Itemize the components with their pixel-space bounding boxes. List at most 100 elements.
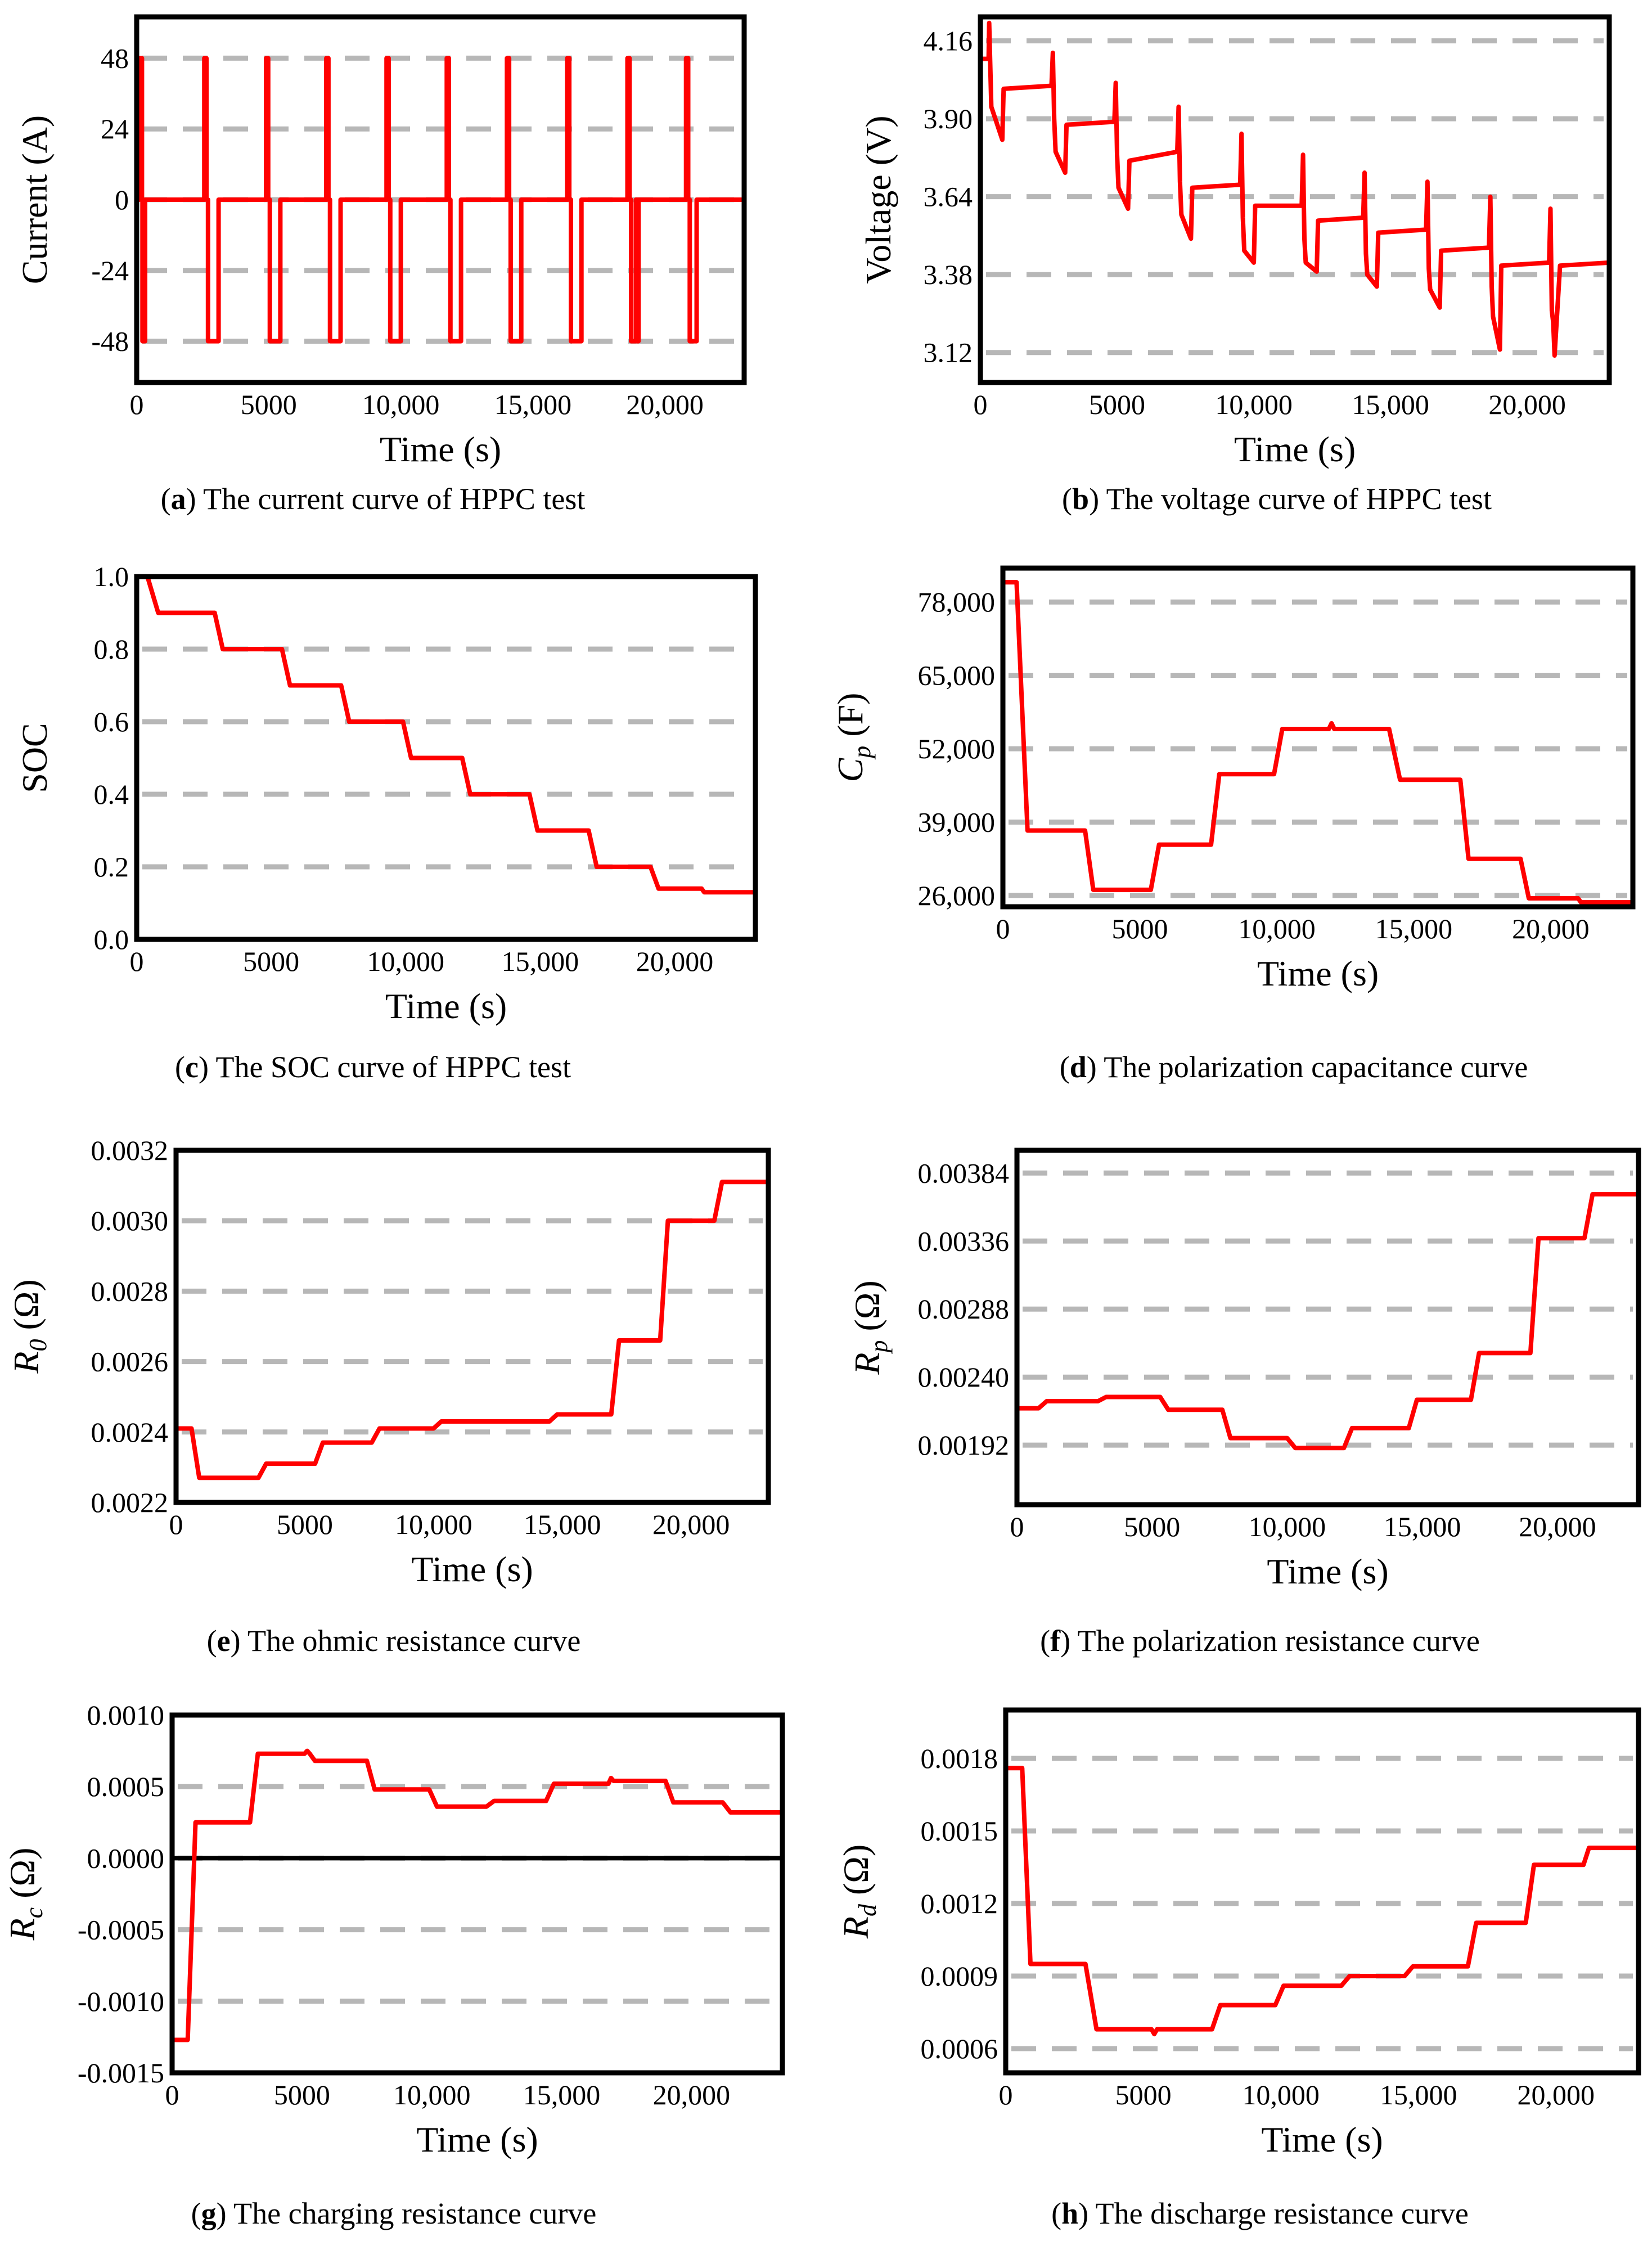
x-axis-label: Time (s) bbox=[385, 986, 507, 1026]
y-axis-label: Voltage (V) bbox=[858, 115, 898, 284]
x-tick-label: 10,000 bbox=[367, 946, 445, 977]
panel-caption: (e) The ohmic resistance curve bbox=[207, 1624, 581, 1658]
chart-panel-d: 78,000 65,000 52,000 39,000 26,0000 5000 10,00… bbox=[830, 565, 1636, 1084]
y-tick-label: -0.0015 bbox=[78, 2057, 164, 2089]
y-tick-label: 3.12 bbox=[924, 337, 973, 368]
y-tick-label: 1.0 bbox=[94, 561, 129, 592]
x-tick-label: 20,000 bbox=[1518, 2079, 1595, 2110]
y-tick-label: 0.0012 bbox=[921, 1888, 998, 1919]
y-tick-label: 3.38 bbox=[924, 259, 973, 290]
caption-text: The polarization capacitance curve bbox=[1097, 1050, 1528, 1084]
caption-text: The polarization resistance curve bbox=[1070, 1624, 1480, 1658]
caption-text: The ohmic resistance curve bbox=[241, 1624, 581, 1658]
x-tick-label: 0 bbox=[169, 1509, 183, 1540]
y-tick-label: 65,000 bbox=[918, 660, 996, 691]
y-axis-subscript: p bbox=[865, 1340, 893, 1354]
y-tick-label: -48 bbox=[91, 326, 129, 357]
panel-caption: (f) The polarization resistance curve bbox=[1040, 1624, 1480, 1658]
x-tick-label: 10,000 bbox=[1242, 2079, 1320, 2110]
panel-caption: (a) The current curve of HPPC test bbox=[161, 482, 586, 516]
y-tick-label: -0.0010 bbox=[78, 1986, 164, 2017]
x-tick-label: 0 bbox=[165, 2079, 179, 2110]
y-tick-label: 3.64 bbox=[924, 181, 973, 213]
y-tick-label: 0.00384 bbox=[918, 1157, 1010, 1189]
y-axis-label: SOC bbox=[15, 723, 55, 793]
x-tick-label: 20,000 bbox=[652, 1509, 730, 1540]
x-tick-label: 15,000 bbox=[1380, 2079, 1457, 2110]
y-tick-label: 0.6 bbox=[94, 706, 129, 737]
caption-letter: d bbox=[1070, 1050, 1087, 1084]
y-axis-label: Cp (F) bbox=[830, 693, 876, 782]
y-tick-label: 0.0026 bbox=[91, 1346, 169, 1378]
x-axis-label: Time (s) bbox=[1261, 2120, 1383, 2159]
caption-letter: b bbox=[1072, 482, 1089, 516]
x-axis-label: Time (s) bbox=[1267, 1551, 1388, 1591]
y-tick-label: 0.0018 bbox=[921, 1743, 998, 1774]
series-line bbox=[170, 1748, 785, 2042]
x-axis-label: Time (s) bbox=[380, 429, 501, 469]
y-axis-label: R0 (Ω) bbox=[6, 1279, 52, 1374]
y-axis-unit: (Ω) bbox=[6, 1279, 46, 1339]
y-axis-subscript: p bbox=[848, 746, 876, 760]
y-axis-label: Rp (Ω) bbox=[847, 1280, 893, 1375]
caption-letter: h bbox=[1061, 2197, 1078, 2230]
caption-letter: a bbox=[171, 482, 186, 516]
x-tick-label: 10,000 bbox=[362, 389, 440, 420]
caption-letter: g bbox=[201, 2197, 217, 2230]
x-tick-label: 10,000 bbox=[1249, 1511, 1326, 1542]
y-tick-label: 26,000 bbox=[918, 880, 996, 911]
y-tick-label: 0.0030 bbox=[91, 1205, 169, 1236]
y-tick-label: 0.0022 bbox=[91, 1487, 169, 1518]
series-line bbox=[1015, 1192, 1641, 1451]
x-tick-label: 5000 bbox=[1111, 913, 1168, 944]
y-tick-label: 78,000 bbox=[918, 586, 996, 618]
y-tick-label: 0.8 bbox=[94, 633, 129, 665]
y-axis-subscript: 0 bbox=[24, 1339, 52, 1352]
y-tick-label: 0.0 bbox=[94, 924, 129, 955]
y-tick-label: 0.00336 bbox=[918, 1225, 1010, 1257]
series-line bbox=[1001, 580, 1635, 904]
plot-frame bbox=[169, 1712, 785, 2076]
x-tick-label: 5000 bbox=[1089, 389, 1145, 420]
x-tick-label: 20,000 bbox=[1488, 389, 1566, 420]
x-tick-label: 15,000 bbox=[502, 946, 579, 977]
plot-frame bbox=[1000, 565, 1636, 910]
y-axis-symbol: R bbox=[847, 1353, 887, 1375]
series-line bbox=[978, 20, 1612, 358]
plot-frame bbox=[134, 574, 758, 942]
chart-panel-f: 0.00384 0.00336 0.00288 0.00240 0.00192 0 5000… bbox=[847, 1148, 1641, 1658]
x-tick-label: 15,000 bbox=[494, 389, 572, 420]
y-tick-label: 0.0000 bbox=[87, 1842, 165, 1874]
x-tick-label: 5000 bbox=[274, 2079, 330, 2110]
y-tick-label: 0.0024 bbox=[91, 1416, 169, 1448]
chart-panel-g: 0.0010 0.0005 0.0000 -0.0005 -0.0010 -0.00150… bbox=[2, 1699, 785, 2230]
x-tick-label: 0 bbox=[1010, 1511, 1024, 1542]
caption-text: The charging resistance curve bbox=[227, 2197, 597, 2230]
y-axis-symbol: R bbox=[6, 1352, 46, 1374]
caption-letter: c bbox=[185, 1050, 199, 1084]
caption-letter: f bbox=[1050, 1624, 1061, 1658]
plot-frame bbox=[1014, 1148, 1641, 1508]
x-tick-label: 15,000 bbox=[1384, 1511, 1461, 1542]
plot-frame bbox=[173, 1148, 771, 1505]
plot-frame bbox=[1003, 1707, 1641, 2076]
x-tick-label: 0 bbox=[130, 389, 144, 420]
y-tick-label: 4.16 bbox=[924, 25, 973, 57]
x-tick-label: 10,000 bbox=[393, 2079, 471, 2110]
x-tick-label: 0 bbox=[974, 389, 988, 420]
x-axis-label: Time (s) bbox=[1257, 953, 1379, 993]
y-tick-label: 0.00288 bbox=[918, 1293, 1010, 1325]
y-tick-label: 0.0028 bbox=[91, 1275, 169, 1307]
chart-panel-c: 1.0 0.8 0.6 0.4 0.2 0.00 5000 10,000 15,000 20,00… bbox=[15, 561, 758, 1084]
y-axis-symbol: R bbox=[2, 1918, 42, 1941]
y-tick-label: 0 bbox=[115, 184, 129, 215]
y-tick-label: 0.0015 bbox=[921, 1815, 998, 1847]
y-tick-label: 0.0010 bbox=[87, 1699, 165, 1731]
panel-caption: (b) The voltage curve of HPPC test bbox=[1062, 482, 1492, 516]
x-tick-label: 5000 bbox=[1115, 2079, 1172, 2110]
caption-text: The discharge resistance curve bbox=[1088, 2197, 1469, 2230]
series-line bbox=[174, 1180, 771, 1480]
caption-text: The SOC curve of HPPC test bbox=[209, 1050, 571, 1084]
